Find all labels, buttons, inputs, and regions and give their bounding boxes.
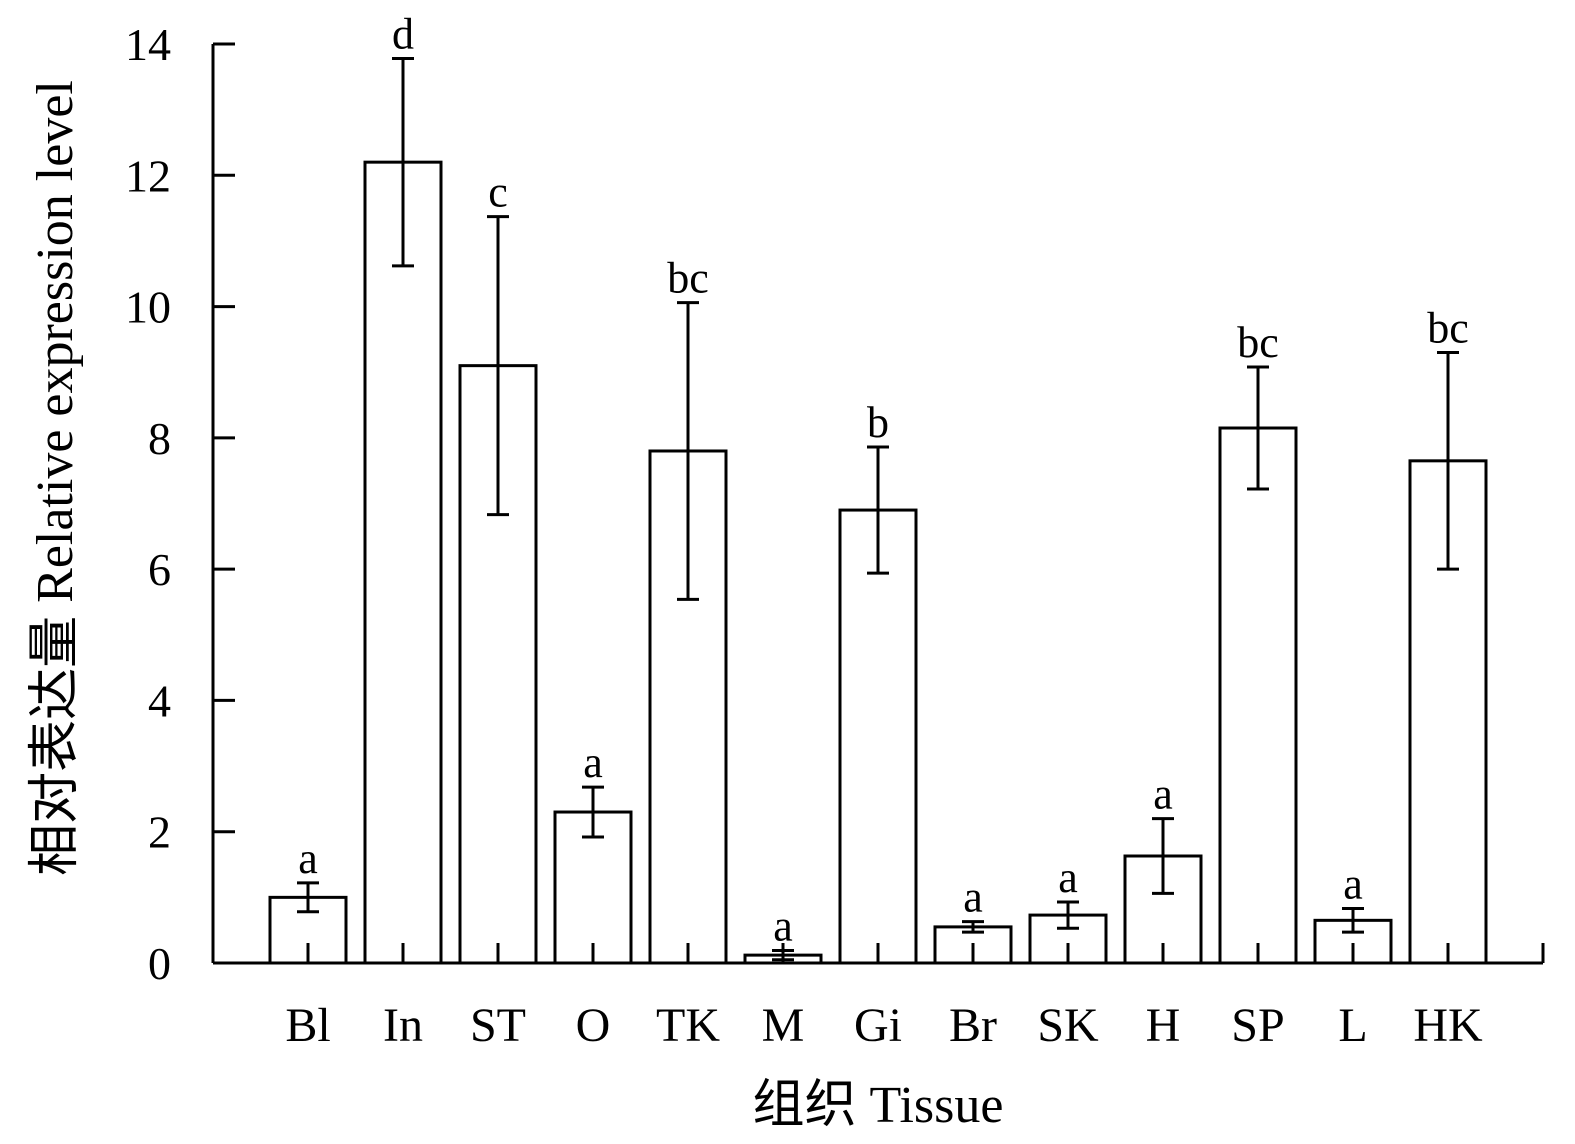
bar-In [363,160,443,965]
x-axis-title: 组织 Tissue [753,1077,1004,1134]
category-label-L: L [1338,999,1367,1052]
significance-label-Br: a [963,873,983,922]
y-tick-label-6: 12 [125,150,171,201]
category-label-O: O [576,999,611,1052]
category-label-SK: SK [1037,999,1099,1052]
y-tick-label-3: 6 [148,544,171,595]
y-tick-label-2: 4 [148,675,171,726]
bar-SP [1218,426,1298,965]
category-label-TK: TK [656,999,720,1052]
significance-label-Gi: b [867,398,889,447]
significance-label-SK: a [1058,853,1078,902]
y-tick-label-0: 0 [148,938,171,989]
significance-label-In: d [392,9,414,58]
significance-label-L: a [1343,860,1363,909]
y-tick-label-4: 8 [148,413,171,464]
y-axis-title: 相对表达量 Relative expression level [27,80,84,876]
y-tick-label-7: 14 [125,19,171,70]
bar-Gi [838,508,918,965]
category-label-M: M [762,999,805,1052]
significance-label-O: a [583,738,603,787]
significance-label-H: a [1153,770,1173,819]
category-label-H: H [1146,999,1181,1052]
category-label-In: In [383,999,423,1052]
category-label-HK: HK [1413,999,1483,1052]
y-tick-label-1: 2 [148,807,171,858]
category-label-Br: Br [949,999,997,1052]
category-label-Bl: Bl [285,999,330,1052]
plot-area: 02468101214aBldIncSTaObcTKaMbGiaBraSKaHb… [125,9,1545,1052]
category-label-SP: SP [1231,999,1284,1052]
significance-label-Bl: a [298,834,318,883]
significance-label-M: a [773,902,793,951]
significance-label-HK: bc [1427,304,1469,353]
significance-label-ST: c [488,168,508,217]
significance-label-TK: bc [667,254,709,303]
category-label-ST: ST [470,999,526,1052]
y-tick-label-5: 10 [125,282,171,333]
significance-label-SP: bc [1237,318,1279,367]
category-label-Gi: Gi [854,999,902,1052]
